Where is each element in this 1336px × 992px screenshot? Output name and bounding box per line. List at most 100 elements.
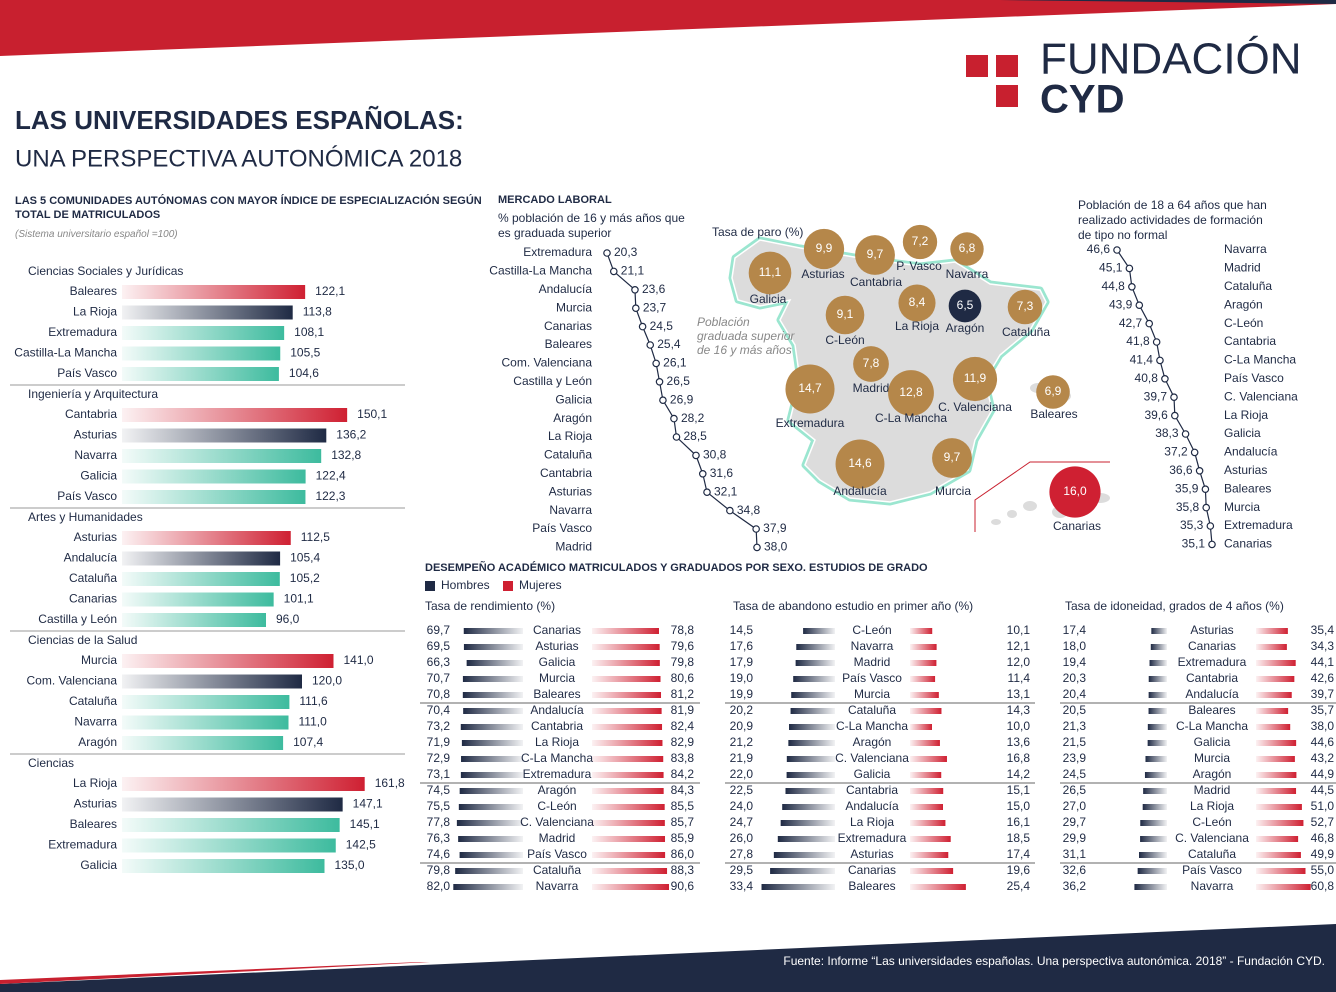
category-label: Aragón: [1224, 297, 1263, 311]
value-label: 35,8: [1176, 500, 1200, 514]
bar: [122, 428, 327, 443]
region-label: La Rioja: [895, 319, 939, 333]
bar: [1256, 836, 1299, 842]
value-label: 32,1: [714, 484, 738, 498]
category-label: Navarra: [851, 639, 894, 653]
value-label: 82,9: [671, 735, 695, 749]
bar: [1144, 772, 1167, 778]
bubble: [1049, 466, 1101, 518]
bar: [1256, 884, 1311, 890]
bar: [1148, 676, 1167, 682]
region-label: C-La Mancha: [875, 411, 947, 425]
value-label: 73,1: [427, 767, 451, 781]
legend-label: Hombres: [441, 578, 490, 592]
category-label: Madrid: [1224, 261, 1261, 275]
bar: [122, 469, 306, 484]
value-label: 29,7: [1063, 815, 1087, 829]
value-label: 21,9: [730, 751, 754, 765]
value-label: 13,1: [1007, 687, 1031, 701]
category-label: Canarias: [544, 319, 592, 333]
value-label: 10,0: [1007, 719, 1031, 733]
bar: [458, 804, 523, 810]
category-label: Baleares: [70, 284, 117, 298]
bar: [122, 818, 340, 832]
category-label: Aragón: [553, 411, 592, 425]
category-label: C-León: [1192, 815, 1231, 829]
chart-subtitle: Tasa de idoneidad, grados de 4 años (%): [1065, 599, 1284, 613]
category-label: Cantabria: [1224, 334, 1276, 348]
value-label: 55,0: [1311, 863, 1335, 877]
category-label: Aragón: [853, 735, 892, 749]
bar: [122, 859, 325, 873]
bar: [791, 692, 835, 698]
category-label: País Vasco: [527, 847, 587, 861]
category-label: Baleares: [1188, 703, 1235, 717]
region-label: Baleares: [1030, 407, 1077, 421]
region-label: Navarra: [946, 267, 989, 281]
value-label: 70,7: [427, 671, 451, 685]
category-label: Galicia: [80, 469, 117, 483]
value-label: 122,3: [315, 489, 345, 503]
value-label: 18,5: [1007, 831, 1031, 845]
category-label: C. Valenciana: [835, 751, 909, 765]
bar: [1256, 804, 1302, 810]
bar: [455, 868, 523, 874]
value-label: 16,8: [1007, 751, 1031, 765]
value-label: 17,9: [730, 655, 754, 669]
bar: [592, 884, 670, 890]
point: [672, 433, 681, 441]
point: [752, 525, 760, 533]
top-band-dark: [1000, 0, 1336, 4]
value-label: 39,7: [1144, 389, 1168, 403]
bar: [592, 788, 664, 794]
value-label: 161,8: [375, 776, 405, 790]
value-label: 14,5: [730, 623, 754, 637]
value-label: 82,0: [427, 879, 451, 893]
value-label: 39,6: [1144, 408, 1168, 422]
value-label: 16,1: [1007, 815, 1031, 829]
bar: [1140, 836, 1167, 842]
point: [1128, 282, 1136, 291]
bubble-label: 7,2: [912, 234, 929, 248]
category-label: C. Valenciana: [1175, 831, 1249, 845]
bubble-label: 9,1: [837, 307, 854, 321]
category-label: Cataluña: [69, 571, 117, 585]
value-label: 29,9: [1063, 831, 1087, 845]
point: [1170, 393, 1178, 402]
value-label: 24,5: [650, 319, 674, 333]
value-label: 23,9: [1063, 751, 1087, 765]
value-label: 21,5: [1063, 735, 1087, 749]
category-label: País Vasco: [57, 489, 117, 503]
bar: [463, 628, 523, 634]
bubble: [825, 295, 865, 335]
category-label: Cantabria: [846, 783, 898, 797]
value-label: 41,8: [1126, 334, 1150, 348]
category-label: Baleares: [70, 817, 117, 831]
value-label: 74,6: [427, 847, 451, 861]
bar: [788, 740, 835, 746]
bar: [466, 660, 523, 666]
bar: [1256, 788, 1297, 794]
value-label: 20,5: [1063, 703, 1087, 717]
category-label: Navarra: [1224, 242, 1267, 256]
island: [991, 519, 1001, 525]
value-label: 35,1: [1182, 537, 1206, 551]
value-label: 37,9: [763, 521, 787, 535]
category-label: Cataluña: [848, 703, 896, 717]
value-label: 86,0: [671, 847, 695, 861]
bar: [910, 868, 954, 874]
category-label: C-León: [537, 799, 576, 813]
point: [603, 249, 611, 257]
bar: [1256, 692, 1292, 698]
bar: [910, 788, 944, 794]
chart-note: (Sistema universitario español =100): [15, 229, 178, 240]
point: [659, 396, 667, 405]
value-label: 31,1: [1063, 847, 1087, 861]
category-label: Asturias: [850, 847, 893, 861]
bubble-label: 11,1: [759, 265, 782, 279]
category-label: Cantabria: [531, 719, 583, 733]
value-label: 85,7: [671, 815, 695, 829]
bar: [461, 740, 523, 746]
